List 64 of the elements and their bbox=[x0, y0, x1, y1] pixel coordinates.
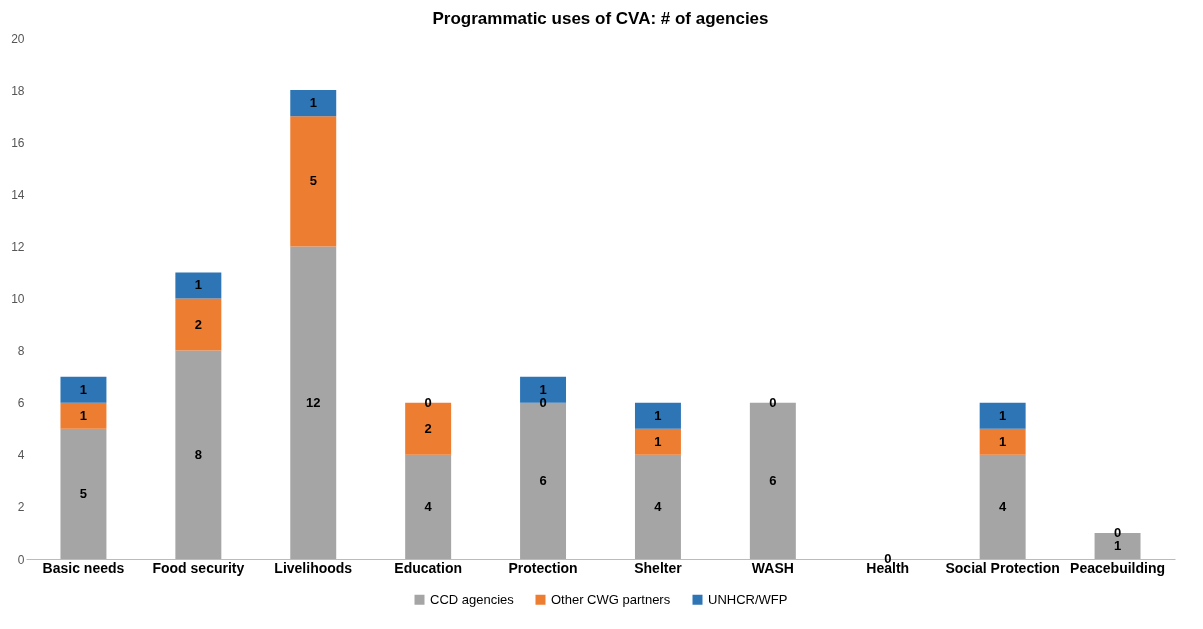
x-tick-label: Protection bbox=[508, 559, 578, 576]
data-label: 1 bbox=[654, 433, 662, 449]
x-tick-label: Education bbox=[394, 559, 462, 576]
y-tick-label: 12 bbox=[11, 239, 25, 254]
data-label: 0 bbox=[539, 394, 547, 410]
y-tick-label: 16 bbox=[11, 135, 25, 150]
data-label: 6 bbox=[769, 472, 777, 488]
bar bbox=[175, 272, 222, 299]
y-tick-label: 14 bbox=[11, 187, 25, 202]
data-label: 2 bbox=[194, 316, 202, 332]
data-label: 0 bbox=[769, 394, 777, 410]
data-label: 6 bbox=[539, 472, 547, 488]
data-label: 4 bbox=[999, 498, 1008, 514]
data-label: 1 bbox=[654, 407, 662, 423]
bar bbox=[979, 402, 1026, 429]
data-label: 1 bbox=[79, 381, 88, 397]
y-tick-label: 0 bbox=[17, 552, 25, 567]
y-tick-label: 18 bbox=[11, 83, 25, 98]
data-label: 5 bbox=[309, 173, 317, 189]
y-tick-label: 2 bbox=[17, 500, 25, 515]
y-tick-label: 10 bbox=[11, 292, 25, 306]
bar bbox=[290, 246, 337, 559]
x-tick-label: Shelter bbox=[634, 559, 683, 576]
data-label: 0 bbox=[1113, 524, 1122, 540]
data-label: 4 bbox=[654, 498, 663, 514]
data-label: 1 bbox=[999, 433, 1007, 449]
bar bbox=[290, 116, 337, 247]
data-label: 1 bbox=[1113, 537, 1122, 553]
x-tick-label: Livelihoods bbox=[274, 559, 353, 576]
bar bbox=[634, 454, 681, 559]
bar bbox=[634, 428, 681, 455]
y-tick-label: 4 bbox=[17, 448, 25, 463]
data-label: 1 bbox=[309, 95, 317, 111]
x-tick-label: Basic needs bbox=[42, 559, 125, 576]
data-label: 4 bbox=[424, 498, 433, 514]
data-label: 1 bbox=[194, 277, 202, 293]
x-tick-label: Social Protection bbox=[945, 559, 1060, 576]
bar bbox=[979, 454, 1026, 559]
data-label: 5 bbox=[79, 485, 88, 501]
bar bbox=[175, 350, 222, 559]
bar bbox=[60, 428, 107, 559]
bar bbox=[60, 376, 107, 403]
legend-label: CCD agencies bbox=[430, 591, 515, 607]
data-label: 1 bbox=[79, 407, 88, 423]
data-label: 2 bbox=[424, 420, 432, 436]
legend-label: UNHCR/WFP bbox=[708, 591, 788, 607]
data-label: 12 bbox=[306, 394, 321, 410]
y-tick-label: 8 bbox=[17, 344, 25, 359]
bar bbox=[979, 428, 1026, 455]
bar bbox=[634, 402, 681, 429]
y-tick-label: 20 bbox=[11, 31, 25, 46]
legend-label: Other CWG partners bbox=[551, 591, 671, 607]
chart-title: Programmatic uses of CVA: # of agencies bbox=[432, 9, 769, 28]
x-tick-label: WASH bbox=[751, 559, 794, 576]
data-label: 1 bbox=[539, 381, 547, 397]
bar bbox=[290, 90, 337, 117]
x-tick-label: Peacebuilding bbox=[1070, 559, 1166, 576]
data-label: 1 bbox=[999, 407, 1007, 423]
y-tick-label: 6 bbox=[17, 396, 25, 411]
bar bbox=[175, 298, 222, 351]
bar bbox=[60, 402, 107, 429]
data-label: 8 bbox=[194, 446, 202, 462]
x-tick-label: Food security bbox=[152, 559, 245, 576]
bar bbox=[405, 454, 452, 559]
